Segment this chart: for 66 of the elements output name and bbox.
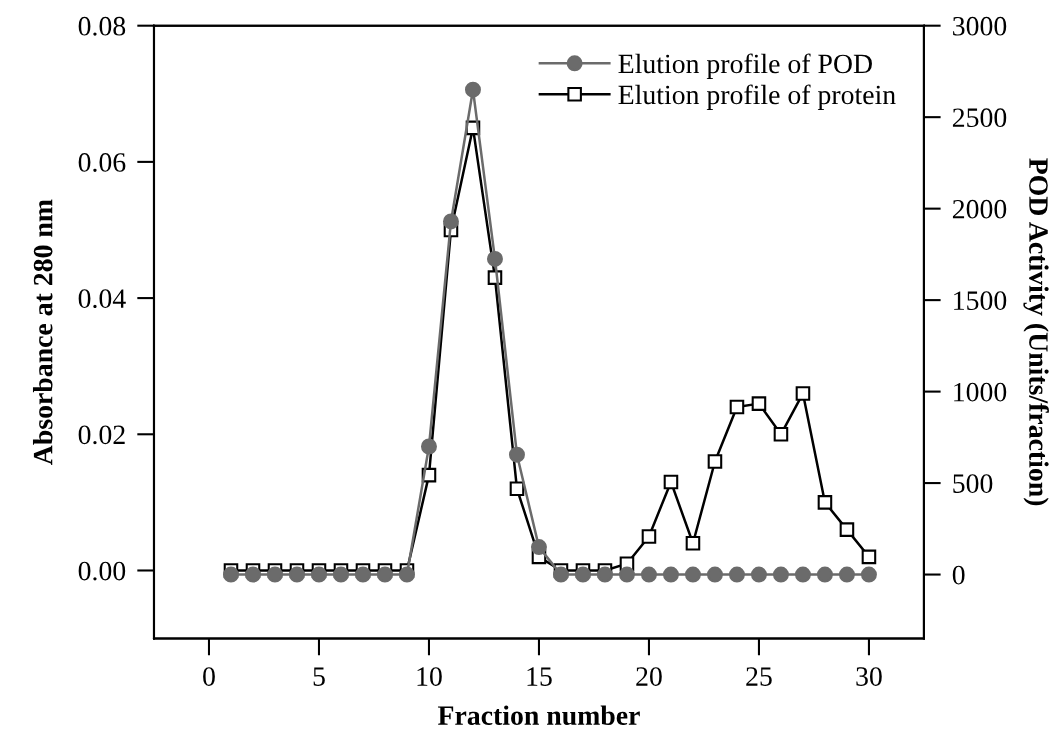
x-tick-label: 30 — [856, 667, 882, 686]
point — [706, 566, 723, 583]
point — [618, 566, 635, 583]
point — [530, 539, 547, 556]
legend-label: Elution profile of protein — [618, 84, 896, 110]
point — [267, 566, 283, 583]
point — [795, 386, 811, 401]
point — [729, 399, 745, 415]
point — [685, 535, 701, 551]
y2-tick-label: 2500 — [952, 108, 1007, 128]
y2-tick-label: 2000 — [952, 199, 1007, 219]
point — [728, 566, 745, 583]
point — [750, 566, 767, 583]
x-tick-label: 10 — [417, 667, 442, 686]
point — [684, 566, 701, 583]
point — [772, 566, 789, 583]
x-tick-label: 25 — [746, 667, 772, 686]
y-tick-label: 0.00 — [78, 561, 126, 581]
point — [442, 213, 459, 230]
point — [289, 566, 305, 583]
y-tick-label: 0.08 — [78, 16, 126, 36]
point — [817, 495, 833, 510]
point — [640, 566, 657, 583]
x-tick-label: 5 — [313, 667, 325, 686]
point — [663, 474, 679, 490]
point — [398, 566, 415, 583]
point — [794, 566, 811, 583]
point — [860, 566, 877, 583]
y2-tick-label: 1000 — [954, 382, 1007, 402]
point — [509, 481, 525, 497]
y2-tick-label: 3000 — [953, 16, 1007, 36]
point — [773, 426, 789, 442]
point — [552, 566, 569, 583]
y2-tick-label: 1500 — [954, 291, 1007, 311]
point — [839, 522, 855, 537]
y-axis-title: Absorbance at 280 nm — [32, 199, 53, 465]
point — [816, 566, 833, 583]
point — [245, 566, 261, 583]
y-tick-label: 0.06 — [78, 153, 126, 172]
point — [596, 566, 613, 583]
point — [641, 529, 657, 544]
point — [838, 566, 855, 583]
y-tick-label: 0.02 — [78, 425, 125, 445]
point — [574, 566, 591, 583]
y-tick-label: 0.04 — [78, 289, 126, 309]
point — [354, 566, 371, 583]
point — [751, 396, 767, 411]
point — [420, 438, 437, 455]
x-tick-label: 0 — [203, 667, 215, 686]
y2-axis-title: POD Activity (Units/fraction) — [1023, 158, 1049, 506]
point — [662, 566, 679, 583]
x-tick-label: 20 — [636, 667, 662, 686]
y2-tick-label: 500 — [953, 474, 993, 493]
point — [861, 549, 877, 565]
point — [464, 81, 481, 98]
y2-tick-label: 0 — [952, 565, 965, 585]
point — [486, 250, 503, 267]
point — [508, 446, 525, 463]
point — [310, 566, 327, 583]
point — [223, 566, 239, 583]
point — [707, 454, 723, 469]
x-tick-label: 15 — [527, 667, 552, 686]
point — [376, 566, 393, 583]
x-axis-title: Fraction number — [437, 705, 640, 726]
legend-label: Elution profile of POD — [618, 53, 872, 79]
point — [332, 566, 349, 583]
